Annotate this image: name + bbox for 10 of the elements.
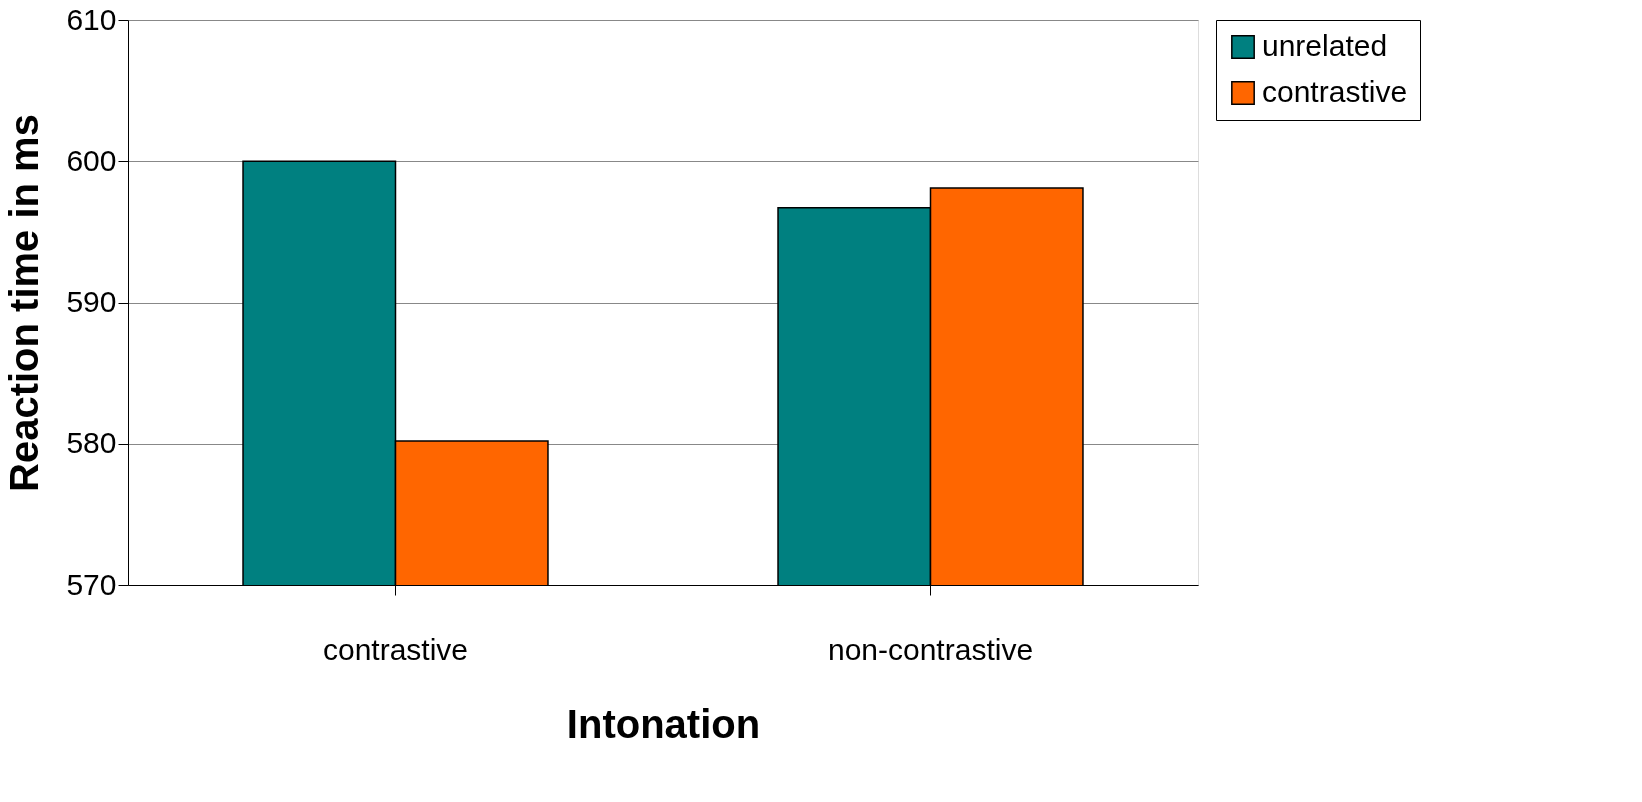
x-axis-title: Intonation (566, 701, 761, 746)
x-tick-label: non-contrastive (827, 632, 1034, 666)
legend-label: contrastive (1262, 75, 1408, 108)
legend-label: unrelated (1262, 29, 1388, 62)
y-tick-label: 570 (66, 567, 117, 601)
y-tick-label: 580 (66, 426, 117, 460)
y-axis-title: Reaction time in ms (2, 114, 47, 492)
y-tick-label: 600 (66, 143, 117, 177)
y-tick-label: 590 (66, 285, 117, 318)
y-tick-label: 610 (66, 2, 117, 36)
